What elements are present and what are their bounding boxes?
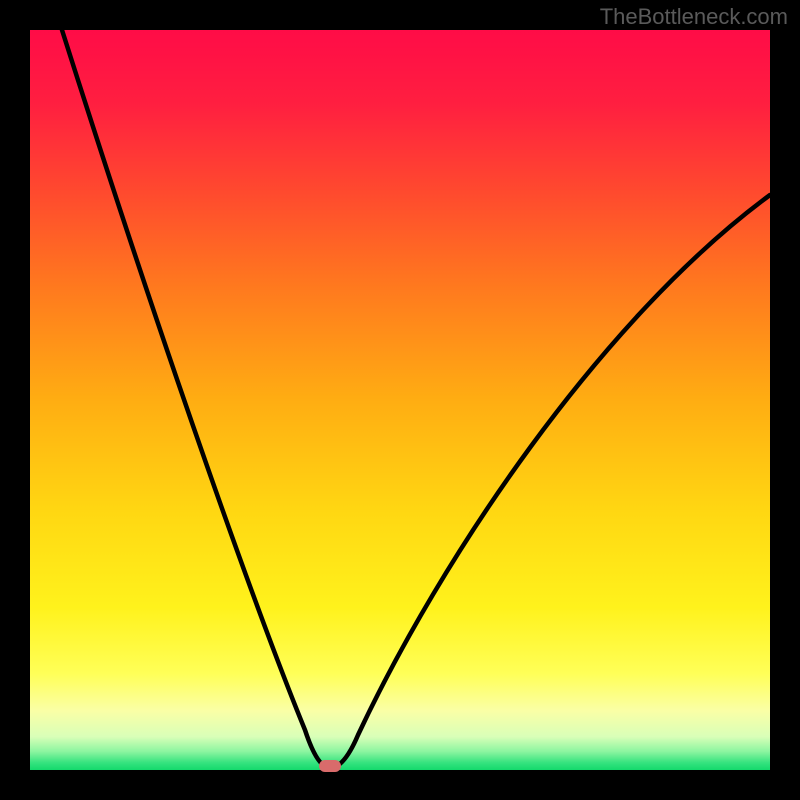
watermark-text: TheBottleneck.com [600,4,788,30]
plot-area [30,30,770,770]
minimum-marker [319,760,341,772]
